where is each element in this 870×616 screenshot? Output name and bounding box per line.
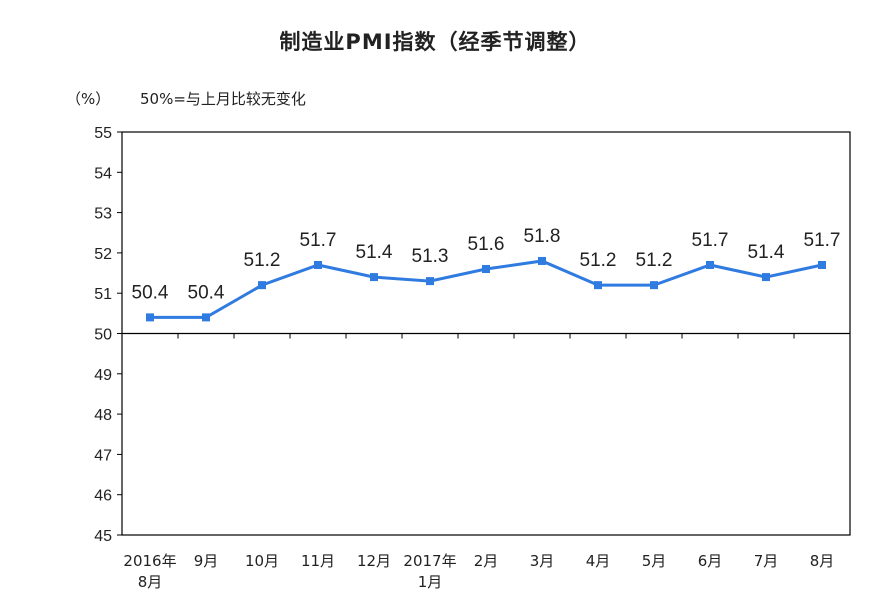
data-label: 50.4: [188, 282, 225, 303]
data-label: 51.7: [300, 230, 337, 251]
data-point: [482, 265, 490, 274]
x-tick-label: 12月: [357, 552, 391, 570]
data-label: 51.2: [580, 250, 617, 271]
x-tick-label: 4月: [586, 552, 611, 570]
y-tick-label: 49: [94, 367, 112, 384]
x-tick-label: 8月: [810, 552, 835, 570]
x-tick-label: 2017年: [403, 552, 456, 570]
x-tick-label: 7月: [754, 552, 779, 570]
data-point: [426, 277, 434, 286]
x-tick-label: 6月: [698, 552, 723, 570]
data-label: 51.6: [468, 234, 505, 255]
data-label: 51.7: [804, 230, 841, 251]
x-tick-label: 9月: [194, 552, 219, 570]
y-tick-label: 53: [94, 206, 112, 223]
x-tick-label: 2月: [474, 552, 499, 570]
chart-title: 制造业PMI指数（经季节调整）: [279, 30, 591, 54]
data-label: 50.4: [132, 282, 169, 303]
x-tick-label: 5月: [642, 552, 667, 570]
data-point: [202, 313, 210, 322]
data-label: 51.2: [244, 250, 281, 271]
data-point: [650, 281, 658, 290]
x-tick-label: 1月: [418, 573, 443, 591]
y-tick-label: 55: [94, 125, 112, 142]
data-point: [314, 260, 322, 269]
x-tick-label: 11月: [301, 552, 335, 570]
data-label: 51.4: [748, 242, 785, 263]
data-point: [146, 313, 154, 322]
data-point: [370, 273, 378, 282]
data-point: [818, 260, 826, 269]
y-tick-label: 54: [94, 165, 112, 182]
data-label: 51.4: [356, 242, 393, 263]
data-point: [762, 273, 770, 282]
x-tick-label: 10月: [245, 552, 279, 570]
x-tick-label: 2016年: [123, 552, 176, 570]
x-tick-label: 8月: [138, 573, 163, 591]
y-tick-label: 47: [94, 447, 112, 464]
y-tick-label: 48: [94, 407, 112, 424]
y-tick-label: 46: [94, 488, 112, 505]
x-tick-label: 3月: [530, 552, 555, 570]
reference-note: 50%=与上月比较无变化: [140, 90, 306, 108]
y-tick-label: 52: [94, 246, 112, 263]
data-label: 51.8: [524, 226, 561, 247]
data-label: 51.3: [412, 246, 449, 267]
y-tick-label: 51: [94, 286, 112, 303]
data-point: [538, 256, 546, 265]
data-label: 51.7: [692, 230, 729, 251]
y-unit-label: （%）: [66, 90, 111, 108]
data-label: 51.2: [636, 250, 673, 271]
y-tick-label: 45: [94, 528, 112, 545]
y-tick-label: 50: [94, 327, 112, 344]
data-point: [594, 281, 602, 290]
data-point: [706, 260, 714, 269]
data-point: [258, 281, 266, 290]
